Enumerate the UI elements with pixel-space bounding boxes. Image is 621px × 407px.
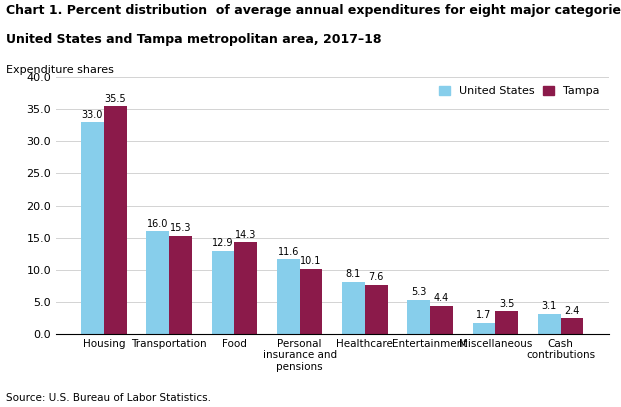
- Text: Chart 1. Percent distribution  of average annual expenditures for eight major ca: Chart 1. Percent distribution of average…: [6, 4, 621, 17]
- Bar: [365, 285, 388, 334]
- Bar: [81, 122, 104, 334]
- Text: 14.3: 14.3: [235, 230, 256, 239]
- Text: United States and Tampa metropolitan area, 2017–18: United States and Tampa metropolitan are…: [6, 33, 382, 46]
- Text: 3.5: 3.5: [499, 299, 514, 309]
- Bar: [147, 231, 169, 334]
- Bar: [234, 242, 257, 334]
- Text: 15.3: 15.3: [170, 223, 191, 233]
- Bar: [277, 259, 299, 334]
- Bar: [299, 269, 322, 334]
- Text: 2.4: 2.4: [564, 306, 580, 316]
- Text: 11.6: 11.6: [278, 247, 299, 257]
- Bar: [430, 306, 453, 334]
- Text: 10.1: 10.1: [301, 256, 322, 267]
- Bar: [169, 236, 192, 334]
- Bar: [104, 106, 127, 334]
- Bar: [496, 311, 518, 334]
- Text: 12.9: 12.9: [212, 239, 233, 249]
- Bar: [561, 318, 584, 334]
- Text: 5.3: 5.3: [411, 287, 427, 297]
- Bar: [538, 314, 561, 334]
- Text: 1.7: 1.7: [476, 310, 492, 320]
- Text: Source: U.S. Bureau of Labor Statistics.: Source: U.S. Bureau of Labor Statistics.: [6, 393, 211, 403]
- Text: 16.0: 16.0: [147, 219, 168, 229]
- Bar: [342, 282, 365, 334]
- Legend: United States, Tampa: United States, Tampa: [435, 83, 603, 100]
- Bar: [473, 323, 496, 334]
- Text: Expenditure shares: Expenditure shares: [6, 65, 114, 75]
- Text: 33.0: 33.0: [82, 109, 103, 120]
- Bar: [407, 300, 430, 334]
- Text: 3.1: 3.1: [542, 301, 557, 311]
- Text: 7.6: 7.6: [369, 272, 384, 282]
- Bar: [212, 251, 234, 334]
- Text: 35.5: 35.5: [104, 94, 126, 104]
- Text: 4.4: 4.4: [434, 293, 449, 303]
- Text: 8.1: 8.1: [346, 269, 361, 279]
